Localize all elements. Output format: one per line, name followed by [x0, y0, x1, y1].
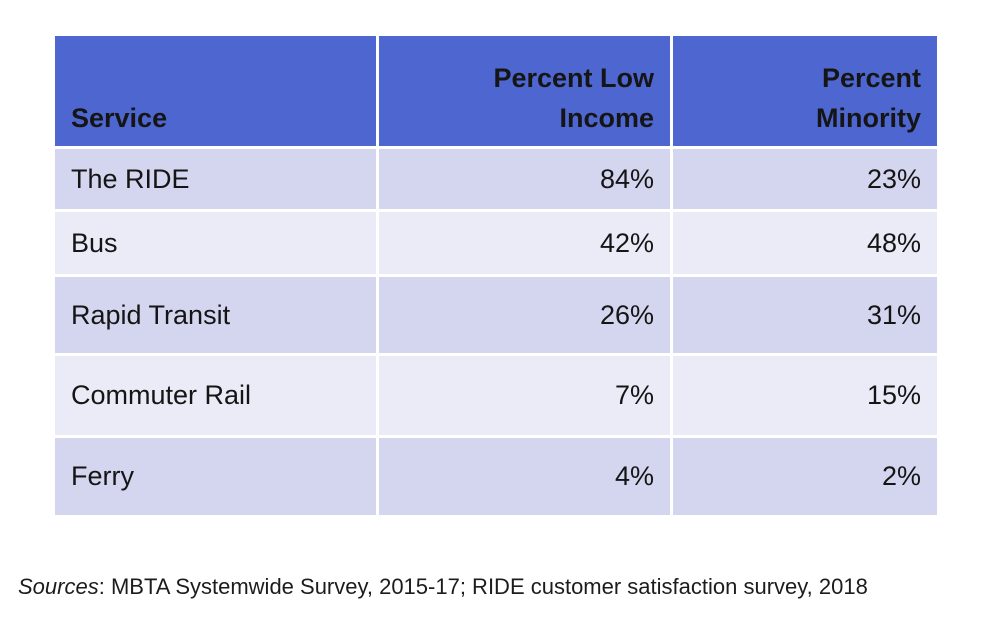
minority-cell: 23%: [673, 149, 937, 209]
sources-label: Sources: [18, 574, 99, 599]
table-header-row: Service Percent Low Income Percent Minor…: [55, 36, 937, 146]
header-service: Service: [55, 36, 376, 146]
table-row: Ferry 4% 2%: [55, 438, 937, 515]
minority-cell: 2%: [673, 438, 937, 515]
low-income-cell: 42%: [379, 212, 670, 274]
data-table: Service Percent Low Income Percent Minor…: [55, 36, 937, 518]
table-row: The RIDE 84% 23%: [55, 149, 937, 209]
sources-text: : MBTA Systemwide Survey, 2015-17; RIDE …: [98, 574, 868, 599]
table-row: Rapid Transit 26% 31%: [55, 277, 937, 353]
low-income-cell: 7%: [379, 356, 670, 435]
service-cell: Bus: [55, 212, 376, 274]
minority-cell: 48%: [673, 212, 937, 274]
table-row: Bus 42% 48%: [55, 212, 937, 274]
service-cell: The RIDE: [55, 149, 376, 209]
service-cell: Ferry: [55, 438, 376, 515]
sources-caption: Sources: MBTA Systemwide Survey, 2015-17…: [18, 574, 868, 600]
minority-cell: 15%: [673, 356, 937, 435]
low-income-cell: 84%: [379, 149, 670, 209]
service-cell: Rapid Transit: [55, 277, 376, 353]
low-income-cell: 4%: [379, 438, 670, 515]
header-percent-minority: Percent Minority: [673, 36, 937, 146]
service-cell: Commuter Rail: [55, 356, 376, 435]
minority-cell: 31%: [673, 277, 937, 353]
low-income-cell: 26%: [379, 277, 670, 353]
header-percent-low-income: Percent Low Income: [379, 36, 670, 146]
table-row: Commuter Rail 7% 15%: [55, 356, 937, 435]
